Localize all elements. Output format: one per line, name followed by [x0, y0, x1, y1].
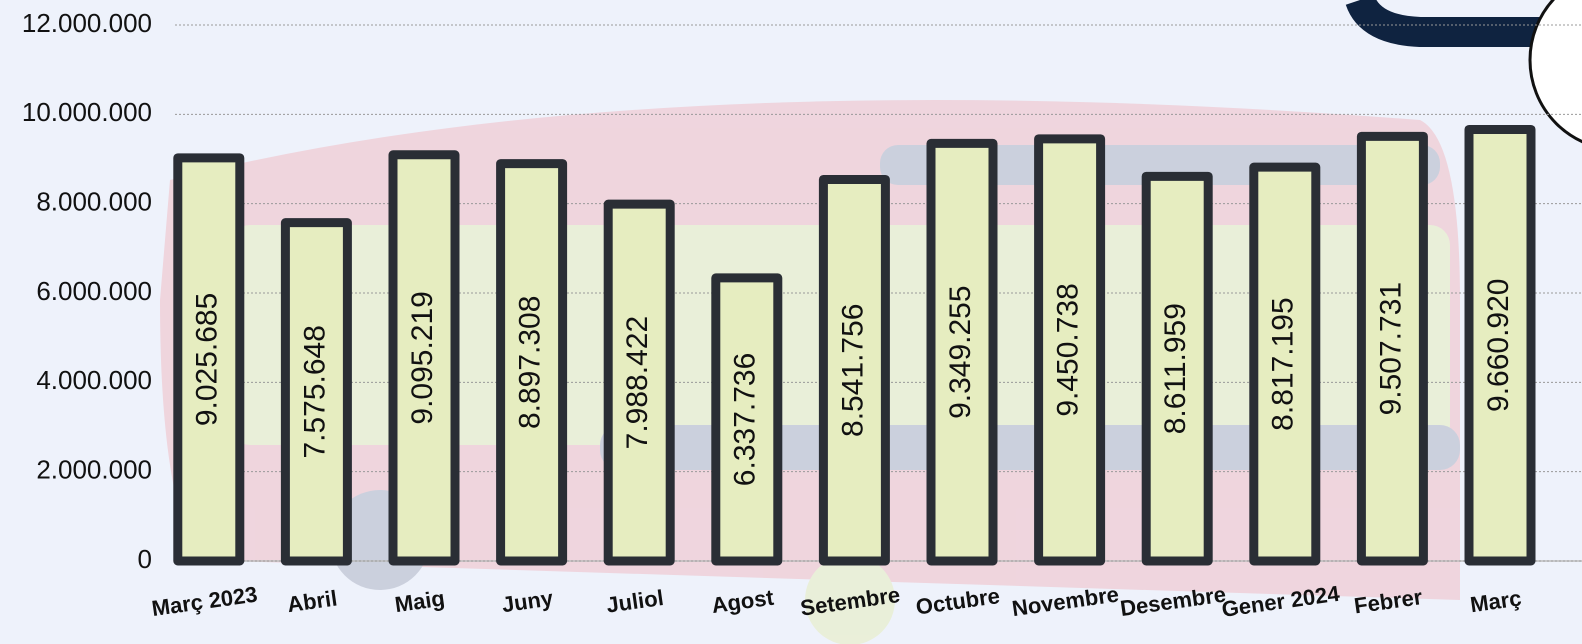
- value-label: 9.349.255: [944, 285, 977, 418]
- value-label: 9.507.731: [1374, 282, 1407, 415]
- value-label: 7.575.648: [298, 325, 331, 458]
- y-tick-label: 2.000.000: [36, 455, 152, 485]
- y-tick-label: 6.000.000: [36, 276, 152, 306]
- y-tick-label: 12.000.000: [22, 8, 152, 38]
- value-label: 8.541.756: [836, 303, 869, 436]
- value-label: 9.660.920: [1482, 279, 1515, 412]
- value-label: 8.897.308: [514, 296, 547, 429]
- value-label: 9.450.738: [1052, 283, 1085, 416]
- y-tick-label: 0: [138, 544, 152, 574]
- value-label: 9.025.685: [191, 293, 224, 426]
- y-tick-label: 8.000.000: [36, 187, 152, 217]
- y-tick-label: 4.000.000: [36, 365, 152, 395]
- y-tick-label: 10.000.000: [22, 97, 152, 127]
- value-label: 9.095.219: [406, 291, 439, 424]
- value-label: 7.988.422: [621, 316, 654, 449]
- page: 0 2.000.000 4.000.000 6.000.000 8.000.000 10.…: [0, 0, 1582, 644]
- chart: 0 2.000.000 4.000.000 6.000.000 8.000.000 10.…: [0, 0, 1582, 644]
- value-label: 8.611.959: [1159, 303, 1192, 434]
- value-label: 8.817.195: [1267, 297, 1300, 430]
- value-label: 6.337.736: [729, 353, 762, 486]
